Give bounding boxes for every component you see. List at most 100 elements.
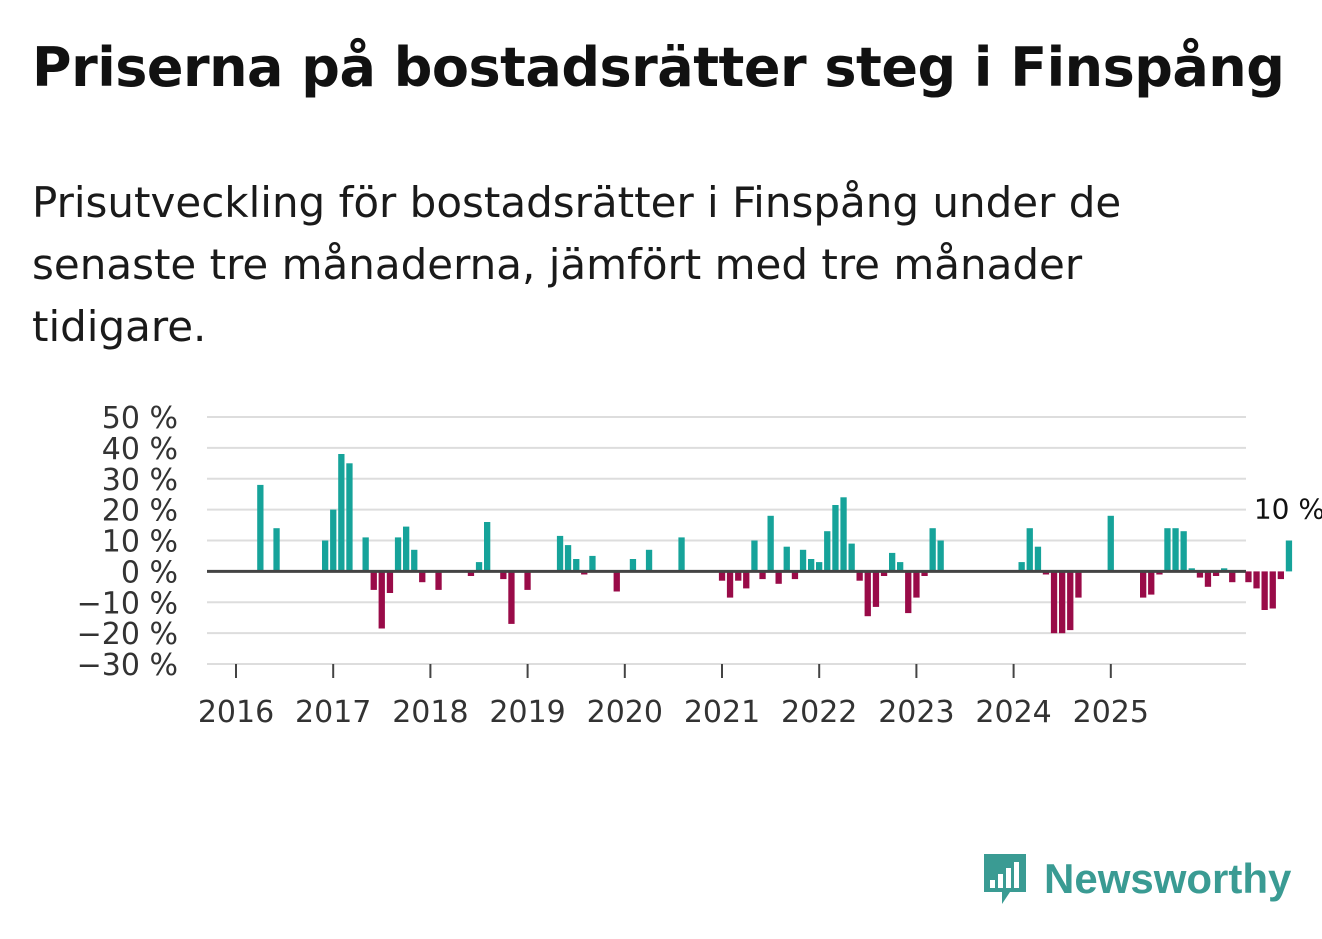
bar (937, 540, 944, 572)
bar (1067, 571, 1074, 631)
brand-name: Newsworthy (1044, 855, 1292, 902)
bar (1285, 540, 1293, 572)
bar (645, 549, 653, 572)
bar (872, 571, 880, 607)
bar (832, 505, 839, 572)
bar (743, 571, 750, 589)
bar (767, 515, 774, 572)
bar (322, 540, 329, 572)
bar (848, 543, 855, 572)
bar (556, 535, 564, 572)
bar (403, 526, 410, 572)
y-tick-label: −20 % (77, 617, 178, 652)
x-tick-label: 2023 (878, 695, 954, 730)
y-axis-ticks: 50 %40 %30 %20 %10 %0 %−10 %−20 %−30 % (77, 401, 178, 683)
y-tick-label: 10 % (102, 525, 178, 560)
bar (726, 571, 734, 598)
bar (508, 571, 515, 624)
bar (629, 559, 637, 572)
bar (856, 571, 863, 581)
bar (394, 537, 402, 572)
bar (1107, 515, 1114, 572)
x-tick-label: 2016 (198, 695, 274, 730)
bar (370, 571, 377, 590)
bar (759, 571, 766, 580)
bar (581, 571, 588, 575)
y-tick-label: −10 % (77, 586, 178, 621)
chart-title: Priserna på bostadsrätter steg i Finspån… (32, 36, 1285, 99)
bar (929, 528, 936, 572)
bar (1156, 571, 1163, 575)
bar (678, 537, 685, 572)
bar (1026, 528, 1033, 572)
bar (1196, 571, 1204, 578)
x-tick-label: 2017 (295, 695, 371, 730)
bar (1148, 571, 1155, 595)
bar (435, 571, 442, 590)
bar (1034, 546, 1042, 572)
y-tick-label: 20 % (102, 494, 178, 529)
bar (905, 571, 912, 614)
bar (897, 562, 904, 572)
bar (799, 549, 807, 572)
annotations: 10 % (1254, 493, 1322, 526)
bar (1269, 571, 1276, 609)
bar (864, 571, 871, 617)
x-tick-label: 2024 (975, 695, 1051, 730)
bar (378, 571, 385, 629)
bar (330, 509, 337, 572)
bar (346, 463, 353, 572)
bar (783, 546, 790, 572)
bar (273, 528, 280, 572)
x-axis-ticks: 2016 2017 2018 2019 2020 2021 2022 2023 2024 2025 (198, 664, 1149, 730)
y-tick-label: −30 % (77, 648, 178, 683)
bar (411, 549, 418, 572)
bar (1261, 571, 1268, 610)
bars (257, 454, 1293, 634)
bar (889, 552, 896, 572)
brand-logo: Newsworthy (980, 850, 1291, 908)
bar (419, 571, 426, 583)
bar (475, 562, 483, 572)
bar (751, 540, 758, 572)
bar (338, 454, 345, 572)
chart-subtitle: Prisutveckling för bostadsrätter i Finsp… (32, 178, 1122, 351)
bar (467, 571, 475, 576)
bar (257, 484, 264, 572)
x-tick-label: 2022 (781, 695, 857, 730)
bar (816, 562, 823, 572)
x-tick-label: 2019 (489, 695, 565, 730)
bar (484, 522, 491, 572)
bar (1212, 571, 1220, 576)
bar (1050, 571, 1058, 634)
bar (1059, 571, 1066, 634)
bar (1042, 571, 1050, 575)
bar (1140, 571, 1147, 598)
bar (1277, 571, 1284, 580)
newsworthy-logo-icon (984, 854, 1026, 904)
bar (1172, 528, 1179, 572)
bar (824, 531, 831, 572)
bar (362, 537, 369, 572)
bar (1204, 571, 1212, 587)
bar (840, 497, 847, 572)
bar (921, 571, 928, 576)
bar (1164, 528, 1171, 572)
bar (564, 545, 572, 572)
bar (1245, 571, 1252, 583)
bar (386, 571, 394, 593)
bar (718, 571, 726, 581)
y-tick-label: 0 % (121, 555, 178, 590)
bar-chart: 50 %40 %30 %20 %10 %0 %−10 %−20 %−30 % 2… (77, 401, 1322, 730)
bar (589, 555, 596, 572)
bar (1188, 568, 1195, 572)
x-tick-label: 2021 (684, 695, 760, 730)
bar (500, 571, 507, 580)
bar (775, 571, 782, 584)
bar (913, 571, 920, 598)
x-tick-label: 2018 (392, 695, 468, 730)
bar (1075, 571, 1082, 598)
bar (1253, 571, 1260, 589)
y-tick-label: 40 % (102, 432, 178, 467)
bar (524, 571, 531, 590)
